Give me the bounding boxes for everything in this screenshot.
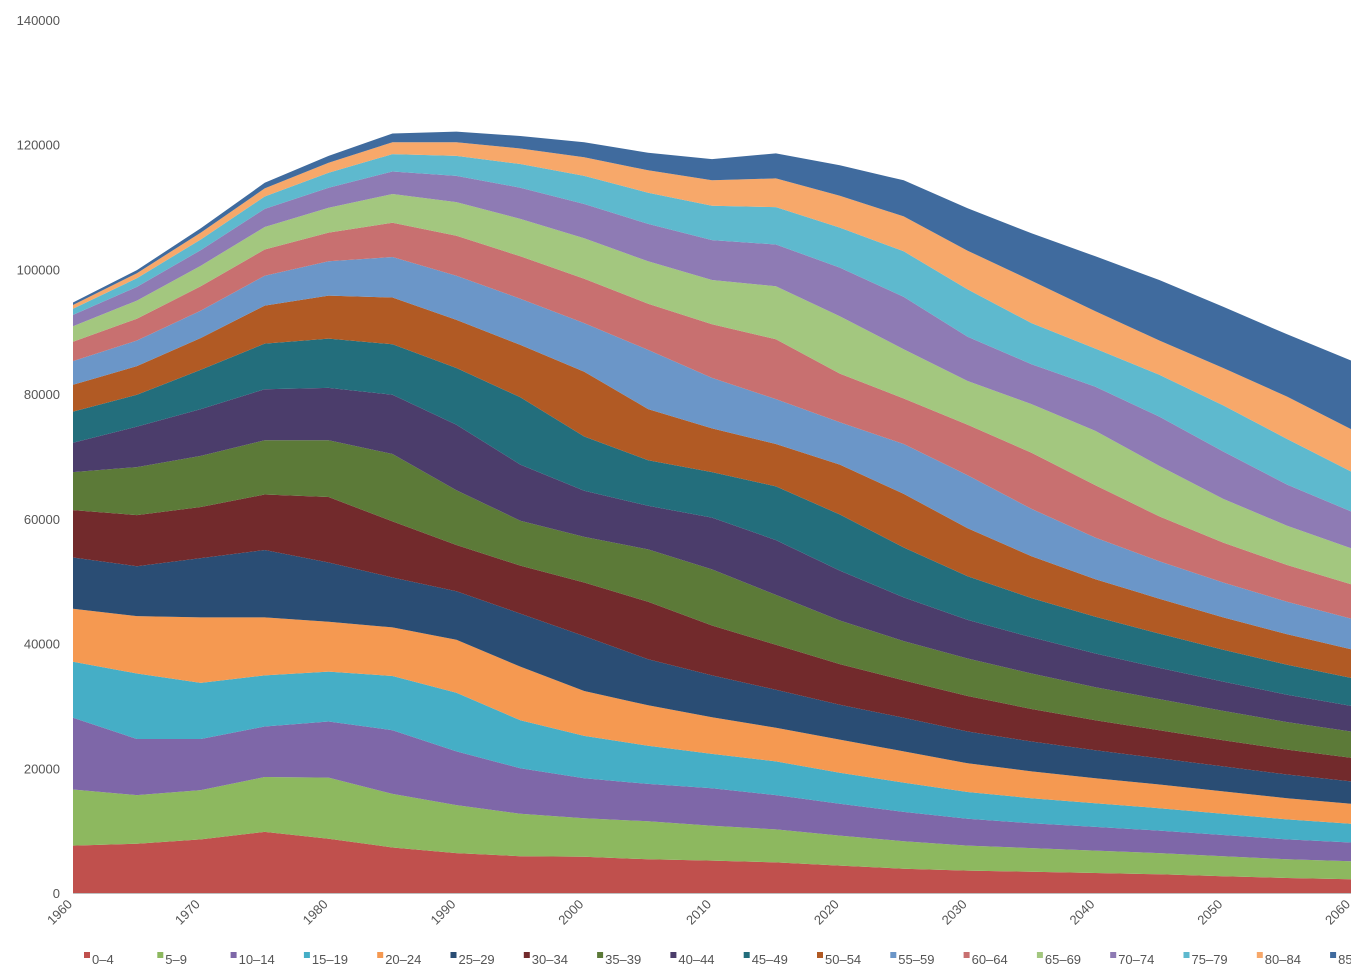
y-tick-label: 100000 — [17, 262, 60, 277]
legend-swatch-30-34 — [523, 952, 530, 958]
area-series-25-29 — [73, 550, 1351, 804]
x-tick-label: 1980 — [300, 897, 331, 928]
legend-swatch-20-24 — [377, 952, 384, 958]
x-tick-label: 2000 — [555, 897, 586, 928]
y-tick-label: 120000 — [17, 138, 60, 153]
legend-swatch-80-84 — [1256, 952, 1263, 958]
area-series-15-19 — [73, 661, 1351, 843]
y-axis: 0 20000 40000 60000 80000 100000 120000 140000 — [17, 13, 60, 901]
area-series-40-44 — [73, 387, 1351, 732]
legend-swatch-50-54 — [817, 952, 823, 958]
x-tick-label: 2010 — [683, 897, 714, 928]
legend-swatch-70-74 — [1110, 952, 1117, 958]
legend-swatch-35-39 — [597, 952, 604, 958]
area-series-45-49 — [73, 338, 1351, 706]
legend-swatch-60-64 — [963, 952, 970, 958]
legend-swatch-0-4 — [84, 952, 90, 958]
legend-swatch-85plus — [1330, 952, 1337, 958]
legend-label-0-4: 0–4 — [92, 952, 114, 967]
area-series-85plus — [73, 131, 1351, 430]
legend-swatch-5-9 — [157, 952, 164, 958]
legend-swatch-45-49 — [743, 952, 750, 958]
y-tick-label: 20000 — [24, 761, 60, 776]
x-tick-label: 2020 — [811, 897, 842, 928]
legend-label-55-59: 55–59 — [898, 952, 934, 967]
legend-swatch-55-59 — [890, 952, 897, 958]
area-series-75-79 — [73, 154, 1351, 512]
y-tick-label: 40000 — [24, 637, 60, 652]
area-series-0-4 — [73, 831, 1351, 893]
area-series-5-9 — [73, 777, 1351, 880]
x-tick-label: 1990 — [427, 897, 458, 928]
x-tick-label: 1970 — [172, 897, 203, 928]
area-series-70-74 — [73, 171, 1351, 549]
legend-swatch-25-29 — [450, 952, 457, 958]
legend-label-45-49: 45–49 — [752, 952, 788, 967]
legend-swatch-75-79 — [1183, 952, 1190, 958]
legend-label-80-84: 80–84 — [1265, 952, 1301, 967]
legend-label-70-74: 70–74 — [1118, 952, 1154, 967]
area-series-60-64 — [73, 222, 1351, 619]
x-tick-label: 2050 — [1194, 897, 1225, 928]
legend-label-15-19: 15–19 — [312, 952, 348, 967]
area-series-10-14 — [73, 717, 1351, 862]
area-series-20-24 — [73, 608, 1351, 824]
legend-swatch-15-19 — [303, 952, 310, 958]
stacked-areas — [73, 131, 1351, 893]
legend-label-30-34: 30–34 — [532, 952, 568, 967]
legend-label-85plus: 85+ — [1338, 952, 1351, 967]
legend-swatch-10-14 — [230, 952, 237, 958]
legend-label-50-54: 50–54 — [825, 952, 861, 967]
legend-swatch-65-69 — [1036, 952, 1043, 958]
x-tick-label: 2060 — [1322, 897, 1351, 928]
x-tick-label: 2040 — [1066, 897, 1097, 928]
legend-label-35-39: 35–39 — [605, 952, 641, 967]
legend-label-65-69: 65–69 — [1045, 952, 1081, 967]
legend-label-75-79: 75–79 — [1192, 952, 1228, 967]
x-tick-label: 2030 — [939, 897, 970, 928]
y-tick-label: 0 — [53, 886, 60, 901]
legend: 0–4 5–9 10–14 15–19 20–24 25–29 30–34 35–39 40–4… — [84, 952, 1351, 967]
legend-label-25-29: 25–29 — [459, 952, 495, 967]
y-tick-label: 60000 — [24, 512, 60, 527]
legend-label-60-64: 60–64 — [972, 952, 1008, 967]
area-series-35-39 — [73, 440, 1351, 758]
area-series-50-54 — [73, 295, 1351, 678]
x-axis: 1960 1970 1980 1990 2000 2010 2020 2030 2040 2050… — [44, 893, 1351, 928]
legend-label-20-24: 20–24 — [385, 952, 421, 967]
x-tick-label: 1960 — [44, 897, 75, 928]
y-tick-label: 140000 — [17, 13, 60, 28]
y-tick-label: 80000 — [24, 387, 60, 402]
area-series-30-34 — [73, 494, 1351, 782]
legend-label-5-9: 5–9 — [165, 952, 187, 967]
legend-swatch-40-44 — [670, 952, 677, 958]
area-series-55-59 — [73, 257, 1351, 650]
legend-label-40-44: 40–44 — [678, 952, 714, 967]
legend-label-10-14: 10–14 — [239, 952, 275, 967]
